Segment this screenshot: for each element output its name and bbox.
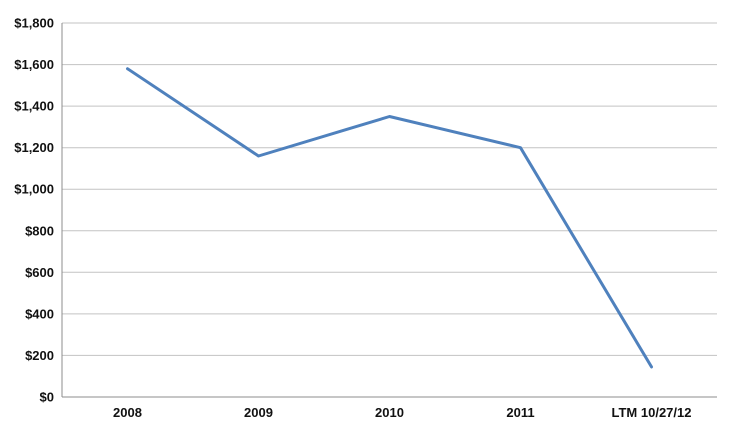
y-tick-label: $400	[25, 306, 54, 321]
x-tick-label: 2010	[375, 405, 404, 420]
x-tick-label: 2009	[244, 405, 273, 420]
y-tick-label: $1,200	[14, 140, 54, 155]
y-tick-label: $0	[40, 390, 54, 405]
y-tick-label: $1,600	[14, 57, 54, 72]
x-tick-label: LTM 10/27/12	[612, 405, 692, 420]
x-tick-label: 2011	[506, 405, 534, 420]
y-tick-label: $1,400	[14, 99, 54, 114]
y-tick-label: $200	[25, 348, 54, 363]
y-tick-label: $800	[25, 223, 54, 238]
data-series-line	[126, 67, 653, 369]
y-tick-label: $1,800	[14, 16, 54, 31]
y-tick-label: $1,000	[14, 182, 54, 197]
x-tick-label: 2008	[113, 405, 142, 420]
y-tick-label: $600	[25, 265, 54, 280]
